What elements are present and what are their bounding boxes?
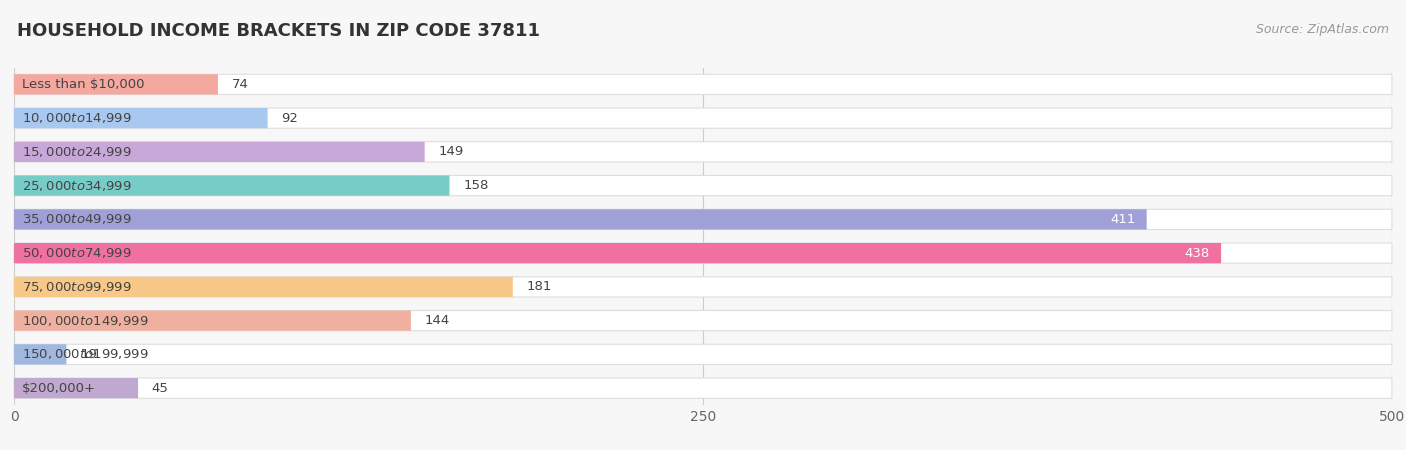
FancyBboxPatch shape bbox=[14, 108, 267, 128]
FancyBboxPatch shape bbox=[14, 344, 1392, 364]
Text: $15,000 to $24,999: $15,000 to $24,999 bbox=[22, 145, 132, 159]
FancyBboxPatch shape bbox=[14, 176, 450, 196]
FancyBboxPatch shape bbox=[14, 243, 1392, 263]
FancyBboxPatch shape bbox=[14, 243, 1220, 263]
FancyBboxPatch shape bbox=[14, 378, 1392, 398]
Text: Source: ZipAtlas.com: Source: ZipAtlas.com bbox=[1256, 22, 1389, 36]
Text: 438: 438 bbox=[1185, 247, 1211, 260]
FancyBboxPatch shape bbox=[14, 378, 138, 398]
Text: $100,000 to $149,999: $100,000 to $149,999 bbox=[22, 314, 149, 328]
Text: 19: 19 bbox=[80, 348, 97, 361]
FancyBboxPatch shape bbox=[14, 142, 425, 162]
Text: Less than $10,000: Less than $10,000 bbox=[22, 78, 145, 91]
Text: $50,000 to $74,999: $50,000 to $74,999 bbox=[22, 246, 132, 260]
FancyBboxPatch shape bbox=[14, 310, 411, 331]
Text: $150,000 to $199,999: $150,000 to $199,999 bbox=[22, 347, 149, 361]
Text: HOUSEHOLD INCOME BRACKETS IN ZIP CODE 37811: HOUSEHOLD INCOME BRACKETS IN ZIP CODE 37… bbox=[17, 22, 540, 40]
Text: 149: 149 bbox=[439, 145, 464, 158]
Text: $10,000 to $14,999: $10,000 to $14,999 bbox=[22, 111, 132, 125]
Text: 144: 144 bbox=[425, 314, 450, 327]
FancyBboxPatch shape bbox=[14, 209, 1147, 230]
FancyBboxPatch shape bbox=[14, 310, 1392, 331]
FancyBboxPatch shape bbox=[14, 108, 1392, 128]
FancyBboxPatch shape bbox=[14, 209, 1392, 230]
FancyBboxPatch shape bbox=[14, 277, 1392, 297]
Text: 158: 158 bbox=[463, 179, 489, 192]
Text: 411: 411 bbox=[1111, 213, 1136, 226]
Text: 45: 45 bbox=[152, 382, 169, 395]
Text: $35,000 to $49,999: $35,000 to $49,999 bbox=[22, 212, 132, 226]
FancyBboxPatch shape bbox=[14, 142, 1392, 162]
FancyBboxPatch shape bbox=[14, 74, 218, 94]
Text: $25,000 to $34,999: $25,000 to $34,999 bbox=[22, 179, 132, 193]
FancyBboxPatch shape bbox=[14, 344, 66, 364]
Text: 181: 181 bbox=[527, 280, 553, 293]
Text: 74: 74 bbox=[232, 78, 249, 91]
Text: $75,000 to $99,999: $75,000 to $99,999 bbox=[22, 280, 132, 294]
FancyBboxPatch shape bbox=[14, 277, 513, 297]
Text: $200,000+: $200,000+ bbox=[22, 382, 97, 395]
FancyBboxPatch shape bbox=[14, 74, 1392, 94]
FancyBboxPatch shape bbox=[14, 176, 1392, 196]
Text: 92: 92 bbox=[281, 112, 298, 125]
